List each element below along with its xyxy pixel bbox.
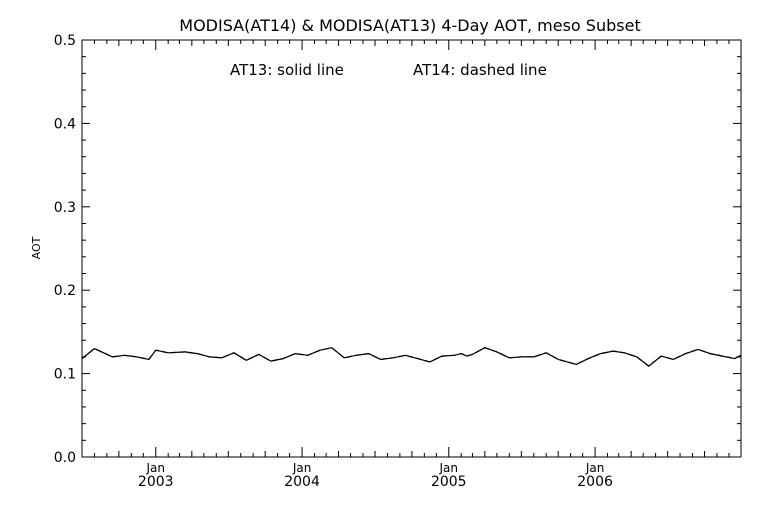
y-axis-label: AOT: [30, 236, 43, 259]
legend-note-solid: AT13: solid line: [230, 61, 344, 79]
x-tick-month: Jan: [292, 461, 312, 475]
x-tick-year: 2003: [138, 474, 174, 490]
y-tick-label: 0.1: [54, 367, 76, 383]
x-tick-year: 2006: [577, 474, 613, 490]
series-layer: [81, 347, 742, 367]
series-line-at14: [81, 347, 742, 367]
y-tick-label: 0.5: [54, 33, 76, 49]
chart-title: MODISA(AT14) & MODISA(AT13) 4-Day AOT, m…: [179, 16, 640, 35]
x-tick-year: 2005: [431, 474, 467, 490]
x-tick-month: Jan: [585, 461, 605, 475]
y-axis: 0.0 0.1 0.2 0.3 0.4 0.5: [54, 33, 741, 466]
x-tick-month: Jan: [439, 461, 459, 475]
y-tick-label: 0.3: [54, 200, 76, 216]
y-tick-label: 0.2: [54, 283, 76, 299]
x-tick-month: Jan: [146, 461, 166, 475]
x-tick-year: 2004: [284, 474, 320, 490]
y-tick-label: 0.4: [54, 116, 76, 132]
plot-frame: [81, 39, 742, 458]
legend-note-dashed: AT14: dashed line: [413, 61, 547, 79]
y-tick-label: 0.0: [54, 450, 76, 466]
